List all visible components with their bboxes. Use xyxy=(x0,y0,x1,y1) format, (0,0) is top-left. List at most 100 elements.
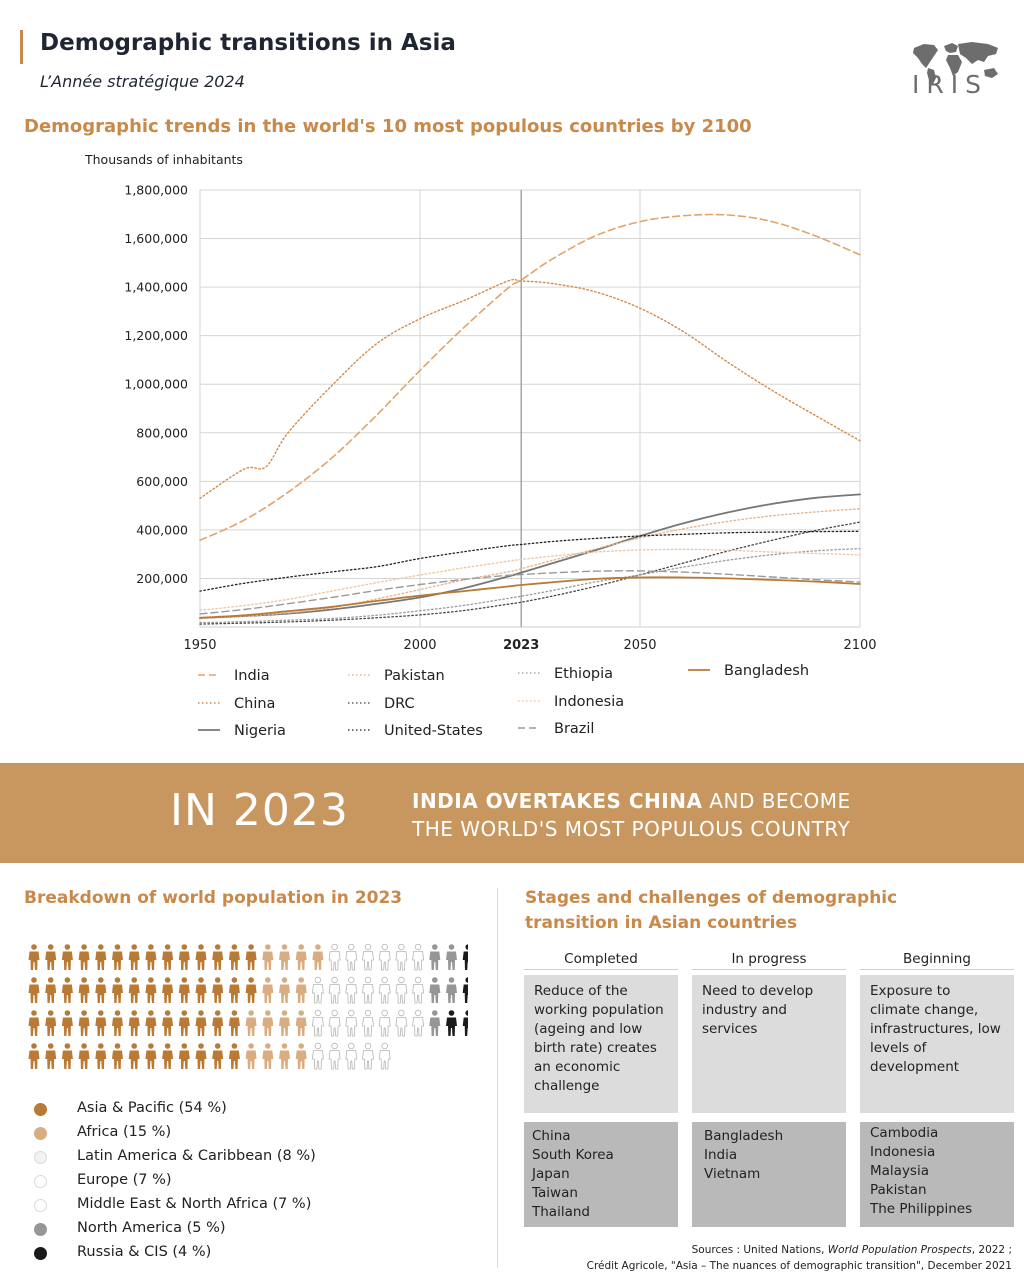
sources-prefix: Sources : United Nations, xyxy=(691,1244,828,1256)
person-icon xyxy=(295,1010,307,1036)
person-icon xyxy=(245,1010,257,1036)
sources-line-1: Sources : United Nations, World Populati… xyxy=(587,1242,1012,1258)
logo-text: IRIS xyxy=(912,70,988,99)
person-icon xyxy=(228,944,240,970)
person-icon xyxy=(212,977,224,1003)
person-icon xyxy=(345,1042,358,1070)
person-icon xyxy=(345,944,358,971)
country-item: The Philippines xyxy=(870,1201,973,1217)
person-icon xyxy=(78,1043,90,1069)
person-icon xyxy=(162,1043,174,1069)
person-icon xyxy=(28,1043,40,1069)
person-icon xyxy=(145,944,157,970)
person-icon xyxy=(345,1009,358,1037)
series-line-indonesia xyxy=(199,548,861,611)
person-icon xyxy=(112,1043,123,1069)
person-icon xyxy=(429,977,441,1003)
person-icon xyxy=(178,1010,190,1036)
person-icon xyxy=(362,1042,374,1070)
person-icon xyxy=(311,1042,324,1070)
legend-label-pakistan: Pakistan xyxy=(384,668,445,684)
legend-label: Middle East & North Africa (7 %) xyxy=(77,1196,312,1212)
series-line-india xyxy=(199,213,861,542)
stage-countries-in-progress: Bangladesh India Vietnam xyxy=(692,1122,846,1227)
banner-line-1-bold: INDIA OVERTAKES CHINA xyxy=(412,789,703,813)
person-icon xyxy=(145,1010,157,1036)
person-icon xyxy=(262,944,274,970)
title-accent-bar xyxy=(20,30,23,64)
chart-section-title: Demographic trends in the world's 10 mos… xyxy=(24,116,752,137)
y-tick-label: 1,800,000 xyxy=(124,183,188,198)
series-line-united-states xyxy=(199,530,861,592)
country-item: Pakistan xyxy=(870,1182,927,1198)
person-icon xyxy=(462,977,468,1003)
person-icon xyxy=(328,976,341,1004)
legend-label-indonesia: Indonesia xyxy=(554,694,624,710)
x-tick-label: 2000 xyxy=(403,638,436,653)
legend-dot xyxy=(34,1199,47,1212)
country-item: Taiwan xyxy=(532,1185,578,1201)
person-icon xyxy=(212,1010,224,1036)
person-icon xyxy=(245,977,257,1003)
person-icon xyxy=(245,944,257,970)
person-icon xyxy=(45,977,57,1003)
series-line-bangladesh xyxy=(199,576,861,619)
stage-description-completed: Reduce of the working population (ageing… xyxy=(524,975,678,1113)
person-icon xyxy=(345,976,358,1004)
legend-label: Russia & CIS (4 %) xyxy=(77,1244,212,1260)
person-icon xyxy=(195,977,207,1003)
person-icon xyxy=(45,1010,57,1036)
page-title: Demographic transitions in Asia xyxy=(40,30,456,56)
banner-year: IN 2023 xyxy=(170,785,349,836)
country-item: Thailand xyxy=(532,1204,590,1220)
person-icon xyxy=(61,1010,73,1036)
person-icon xyxy=(145,977,157,1003)
person-icon xyxy=(279,1010,290,1036)
person-icon xyxy=(162,944,174,970)
y-axis-label: Thousands of inhabitants xyxy=(84,152,243,167)
person-icon xyxy=(228,1043,240,1069)
person-icon xyxy=(362,976,374,1004)
x-tick-label: 2023 xyxy=(503,638,539,653)
person-icon xyxy=(378,1042,391,1070)
person-icon xyxy=(311,976,324,1004)
person-icon xyxy=(45,944,57,970)
person-icon xyxy=(378,1009,391,1037)
person-icon xyxy=(262,1043,274,1069)
person-icon xyxy=(212,944,224,970)
y-tick-label: 1,400,000 xyxy=(124,280,188,295)
person-icon xyxy=(378,976,391,1004)
legend-dot xyxy=(34,1175,47,1188)
person-icon xyxy=(128,1010,140,1036)
stage-description-in-progress: Need to develop industry and services xyxy=(692,975,846,1113)
person-icon xyxy=(295,977,307,1003)
person-icon xyxy=(228,977,240,1003)
person-icon xyxy=(378,944,391,971)
person-icon xyxy=(178,977,190,1003)
person-icon xyxy=(412,976,425,1004)
person-icon xyxy=(128,944,140,970)
person-icon xyxy=(162,1010,174,1036)
banner-line-1-rest: AND BECOME xyxy=(702,789,851,813)
person-icon xyxy=(95,944,107,970)
stages-title: Stages and challenges of demographic tra… xyxy=(525,888,898,933)
person-icon xyxy=(78,944,90,970)
person-icon xyxy=(279,977,290,1003)
person-icon xyxy=(61,1043,73,1069)
person-icon xyxy=(429,944,441,970)
person-icon xyxy=(95,1010,107,1036)
person-icon xyxy=(446,1010,457,1036)
highlight-banner: IN 2023 INDIA OVERTAKES CHINA AND BECOME… xyxy=(0,763,1024,863)
person-icon xyxy=(178,944,190,970)
country-item: Malaysia xyxy=(870,1163,929,1179)
plot-frame xyxy=(199,189,861,628)
person-icon xyxy=(95,1043,107,1069)
series-line-nigeria xyxy=(199,493,861,619)
legend-label-nigeria: Nigeria xyxy=(234,723,286,739)
person-icon xyxy=(45,1043,57,1069)
population-line-chart: Thousands of inhabitants 200,000 400,000 60… xyxy=(84,152,877,739)
person-icon xyxy=(212,1043,224,1069)
person-icon xyxy=(61,977,73,1003)
person-icon xyxy=(462,944,468,970)
person-icon xyxy=(128,977,140,1003)
